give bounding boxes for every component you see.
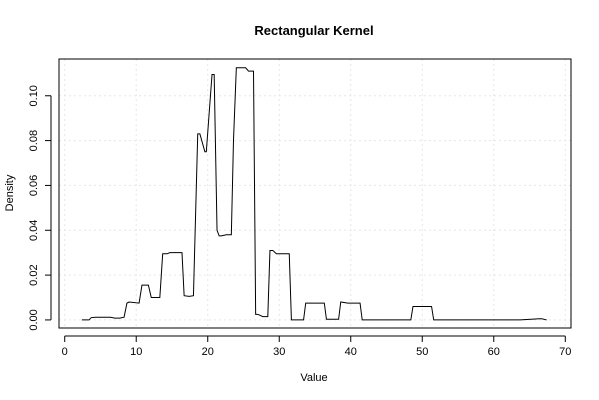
x-tick-label: 50 — [416, 346, 428, 358]
x-tick-label: 0 — [62, 346, 68, 358]
chart-title: Rectangular Kernel — [254, 23, 373, 38]
y-tick-label: 0.06 — [28, 175, 40, 196]
y-tick-label: 0.04 — [28, 220, 40, 241]
x-axis-label: Value — [300, 372, 327, 384]
y-axis: 0.00 0.02 0.04 0.06 0.08 0.10 — [28, 85, 52, 331]
y-axis-label: Density — [4, 174, 16, 211]
y-tick-label: 0.08 — [28, 130, 40, 151]
x-axis: 0 10 20 30 40 50 60 70 — [62, 335, 571, 358]
x-tick-label: 20 — [202, 346, 214, 358]
x-tick-label: 10 — [130, 346, 142, 358]
y-tick-label: 0.10 — [28, 85, 40, 106]
x-tick-label: 40 — [345, 346, 357, 358]
x-tick-label: 70 — [559, 346, 571, 358]
plot-frame — [58, 58, 572, 329]
y-tick-label: 0.00 — [28, 309, 40, 330]
x-tick-label: 60 — [488, 346, 500, 358]
x-tick-label: 30 — [273, 346, 285, 358]
y-tick-label: 0.02 — [28, 264, 40, 285]
density-line — [81, 67, 547, 321]
